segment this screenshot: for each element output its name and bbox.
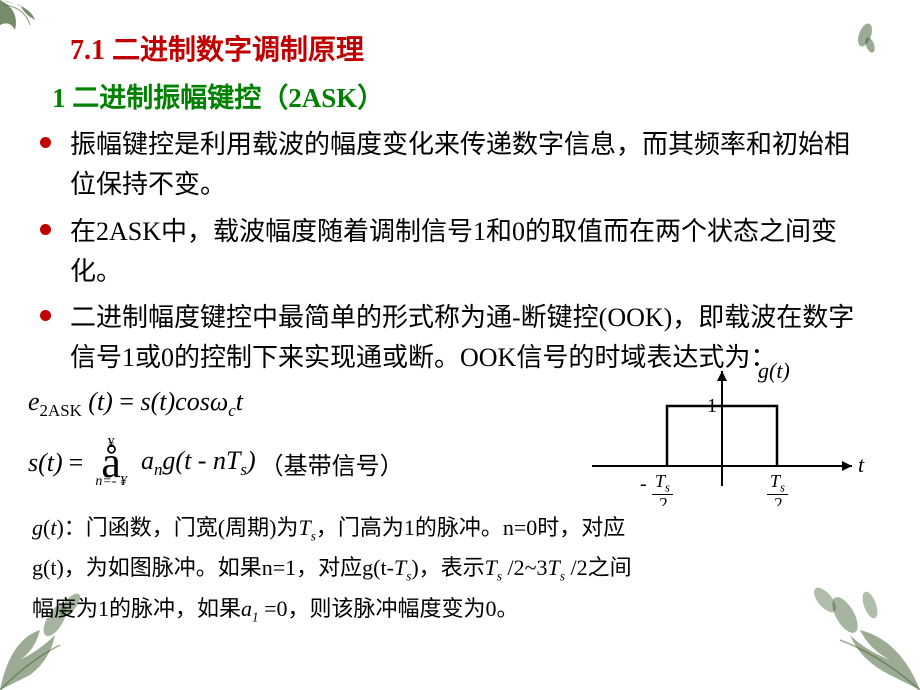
summation-symbol: ¥ å n=- ¥ <box>95 436 127 490</box>
f2-eq: = <box>69 448 84 478</box>
f2-g: g(t - nT <box>162 446 240 475</box>
bullet-dot-icon <box>40 137 51 148</box>
f1-wc: c <box>228 401 236 420</box>
diagram-xtick-left: Ts 2 <box>652 472 673 506</box>
baseband-note: （基带信号） <box>260 446 404 481</box>
bullet-1: 振幅键控是利用载波的幅度变化来传递数字信息，而其频率和初始相位保持不变。 <box>70 125 870 206</box>
slide-content: 7.1 二进制数字调制原理 1 二进制振幅键控（2ASK） 振幅键控是利用载波的… <box>0 0 920 649</box>
f2-a: a <box>141 446 154 475</box>
f2-lhs: s(t) <box>28 448 63 478</box>
section-heading: 7.1 二进制数字调制原理 <box>70 28 870 68</box>
f1-eq: = <box>119 387 134 416</box>
f1-e: e <box>28 387 40 416</box>
bullet-1-text: 振幅键控是利用载波的幅度变化来传递数字信息，而其频率和初始相位保持不变。 <box>70 130 850 199</box>
bullet-dot-icon <box>40 310 51 321</box>
diagram-xtick-right: Ts 2 <box>767 472 788 506</box>
bullet-2: 在2ASK中，载波幅度随着调制信号1和0的取值而在两个状态之间变化。 <box>70 212 870 293</box>
subsection-heading: 1 二进制振幅键控（2ASK） <box>52 76 870 115</box>
f1-t: (t) <box>88 387 113 416</box>
bullet-dot-icon <box>40 224 51 235</box>
sum-sigma: å <box>95 450 127 476</box>
diagram-ytick: 1 <box>707 395 717 417</box>
diagram-ylabel: g(t) <box>758 358 790 383</box>
f1-t2: t <box>236 387 243 416</box>
f2-s: s <box>240 460 247 479</box>
sum-lower: n=- ¥ <box>95 474 127 490</box>
pulse-diagram: 1 g(t) t - Ts 2 Ts 2 <box>572 356 872 506</box>
f1-sub: 2ASK <box>40 401 82 420</box>
diagram-neg: - <box>640 473 647 495</box>
diagram-xlabel: t <box>858 452 865 477</box>
f1-s: s(t)cosω <box>141 387 229 416</box>
explanation-text: g(t)g(t)：门函数，门宽(周期)为：门函数，门宽(周期)为Ts，门高为1的… <box>32 508 870 628</box>
f2-close: ) <box>247 446 256 475</box>
bullet-2-text: 在2ASK中，载波幅度随着调制信号1和0的取值而在两个状态之间变化。 <box>70 217 837 286</box>
